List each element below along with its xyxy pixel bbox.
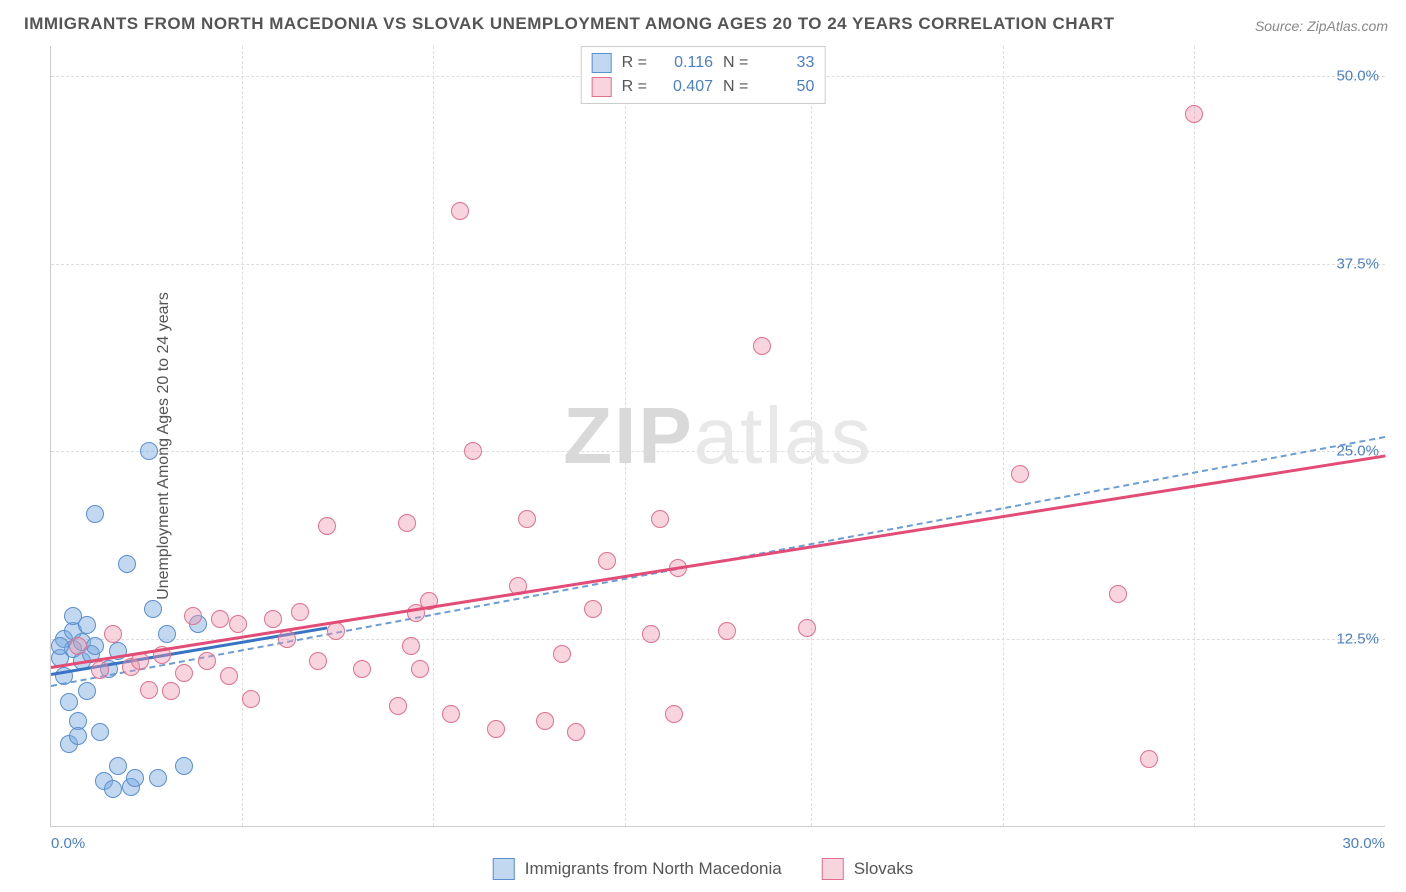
data-point-pink	[584, 600, 602, 618]
gridline-vertical	[1194, 46, 1195, 826]
data-point-pink	[567, 723, 585, 741]
y-tick-label: 12.5%	[1336, 630, 1379, 647]
legend-n-label: N =	[723, 78, 748, 96]
data-point-pink	[184, 607, 202, 625]
y-tick-label: 37.5%	[1336, 255, 1379, 272]
legend-r-value: 0.116	[657, 54, 713, 72]
gridline-vertical	[433, 46, 434, 826]
data-point-blue	[86, 505, 104, 523]
legend-swatch	[493, 858, 515, 880]
data-point-blue	[149, 769, 167, 787]
data-point-blue	[78, 682, 96, 700]
legend-r-label: R =	[622, 54, 647, 72]
gridline-horizontal	[51, 451, 1385, 452]
legend-r-value: 0.407	[657, 78, 713, 96]
data-point-blue	[104, 780, 122, 798]
data-point-pink	[442, 705, 460, 723]
data-point-pink	[264, 610, 282, 628]
data-point-pink	[242, 690, 260, 708]
data-point-pink	[598, 552, 616, 570]
data-point-blue	[109, 757, 127, 775]
legend-n-value: 33	[758, 54, 814, 72]
data-point-pink	[104, 625, 122, 643]
series-legend-item: Slovaks	[822, 858, 914, 880]
data-point-blue	[51, 637, 69, 655]
data-point-blue	[126, 769, 144, 787]
data-point-pink	[665, 705, 683, 723]
gridline-vertical	[625, 46, 626, 826]
gridline-horizontal	[51, 264, 1385, 265]
watermark-bold: ZIP	[563, 391, 693, 480]
watermark: ZIPatlas	[563, 390, 872, 482]
data-point-pink	[318, 517, 336, 535]
data-point-pink	[718, 622, 736, 640]
correlation-legend-row: R = 0.116 N = 33	[592, 51, 815, 75]
data-point-pink	[1140, 750, 1158, 768]
data-point-pink	[798, 619, 816, 637]
series-legend-label: Slovaks	[854, 859, 914, 879]
data-point-blue	[158, 625, 176, 643]
data-point-blue	[86, 637, 104, 655]
correlation-legend-row: R = 0.407 N = 50	[592, 75, 815, 99]
data-point-pink	[140, 681, 158, 699]
data-point-pink	[553, 645, 571, 663]
series-legend: Immigrants from North Macedonia Slovaks	[493, 858, 914, 880]
data-point-pink	[411, 660, 429, 678]
x-tick-label: 30.0%	[1342, 835, 1385, 852]
data-point-pink	[91, 661, 109, 679]
watermark-light: atlas	[694, 391, 873, 480]
data-point-blue	[118, 555, 136, 573]
data-point-pink	[451, 202, 469, 220]
data-point-pink	[402, 637, 420, 655]
data-point-pink	[642, 625, 660, 643]
series-legend-label: Immigrants from North Macedonia	[525, 859, 782, 879]
chart-title: IMMIGRANTS FROM NORTH MACEDONIA VS SLOVA…	[24, 14, 1114, 34]
data-point-blue	[78, 616, 96, 634]
y-tick-label: 50.0%	[1336, 68, 1379, 85]
data-point-pink	[389, 697, 407, 715]
legend-n-label: N =	[723, 54, 748, 72]
data-point-pink	[198, 652, 216, 670]
correlation-legend: R = 0.116 N = 33 R = 0.407 N = 50	[581, 46, 826, 104]
data-point-pink	[309, 652, 327, 670]
data-point-pink	[398, 514, 416, 532]
trend-line	[51, 454, 1385, 668]
gridline-vertical	[811, 46, 812, 826]
data-point-pink	[1185, 105, 1203, 123]
data-point-blue	[69, 727, 87, 745]
data-point-pink	[162, 682, 180, 700]
data-point-pink	[536, 712, 554, 730]
gridline-vertical	[242, 46, 243, 826]
legend-swatch	[592, 77, 612, 97]
data-point-pink	[69, 637, 87, 655]
data-point-blue	[91, 723, 109, 741]
data-point-pink	[229, 615, 247, 633]
gridline-vertical	[1003, 46, 1004, 826]
data-point-pink	[175, 664, 193, 682]
data-point-pink	[518, 510, 536, 528]
data-point-pink	[487, 720, 505, 738]
data-point-pink	[220, 667, 238, 685]
data-point-pink	[353, 660, 371, 678]
data-point-pink	[753, 337, 771, 355]
data-point-pink	[651, 510, 669, 528]
data-point-pink	[291, 603, 309, 621]
data-point-pink	[211, 610, 229, 628]
legend-r-label: R =	[622, 78, 647, 96]
data-point-pink	[1011, 465, 1029, 483]
legend-n-value: 50	[758, 78, 814, 96]
data-point-blue	[175, 757, 193, 775]
data-point-blue	[144, 600, 162, 618]
legend-swatch	[592, 53, 612, 73]
data-point-pink	[464, 442, 482, 460]
data-point-blue	[60, 693, 78, 711]
source-label: Source: ZipAtlas.com	[1255, 18, 1388, 34]
chart-plot-area: ZIPatlas 12.5%25.0%37.5%50.0%0.0%30.0%	[50, 46, 1385, 827]
data-point-pink	[1109, 585, 1127, 603]
legend-swatch	[822, 858, 844, 880]
series-legend-item: Immigrants from North Macedonia	[493, 858, 782, 880]
x-tick-label: 0.0%	[51, 835, 85, 852]
data-point-blue	[140, 442, 158, 460]
